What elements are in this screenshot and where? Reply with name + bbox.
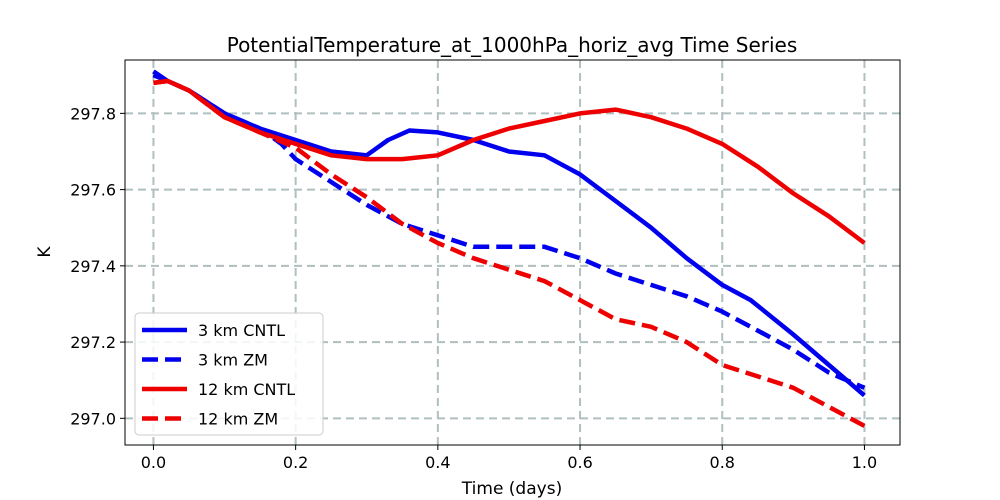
series-line-3-km-zm (152, 69, 866, 390)
legend-label: 12 km ZM (198, 410, 278, 429)
chart-title: PotentialTemperature_at_1000hPa_horiz_av… (227, 33, 798, 57)
legend-box (134, 312, 324, 436)
x-tick-label: 0.6 (567, 453, 592, 472)
legend-label: 3 km ZM (198, 351, 268, 370)
x-tick-label: 1.0 (852, 453, 877, 472)
series-lines (152, 69, 866, 428)
y-tick-label: 297.4 (70, 257, 116, 276)
legend-label: 12 km CNTL (198, 380, 295, 399)
legend: 3 km CNTL 3 km ZM 12 km CNTL 12 km ZM (134, 312, 324, 436)
x-axis-label: Time (days) (461, 479, 562, 499)
y-axis-label: K (35, 246, 55, 258)
y-tick-label: 297.0 (70, 409, 116, 428)
x-tick-label: 0.4 (425, 453, 450, 472)
x-tick-label: 0.2 (283, 453, 308, 472)
y-tick-label: 297.6 (70, 181, 116, 200)
plot-frame (124, 59, 901, 446)
series-line-12-km-cntl (153, 78, 866, 245)
x-axis: 0.0 0.2 0.4 0.6 0.8 1.0 (141, 445, 877, 472)
x-tick-label: 0.0 (141, 453, 166, 472)
x-tick-label: 0.8 (710, 453, 735, 472)
y-tick-label: 297.2 (70, 333, 116, 352)
y-axis: 297.0 297.2 297.4 297.6 297.8 (70, 104, 125, 428)
series-line-12-km-zm (153, 78, 866, 428)
y-tick-label: 297.8 (70, 104, 116, 123)
legend-label: 3 km CNTL (198, 321, 285, 340)
